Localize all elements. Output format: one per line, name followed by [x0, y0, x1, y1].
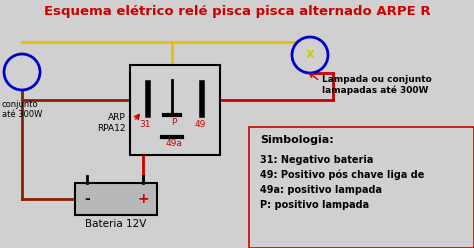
Text: Lampada ou conjunto
lamapadas até 300W: Lampada ou conjunto lamapadas até 300W: [322, 75, 432, 95]
Text: X: X: [306, 50, 314, 60]
Bar: [130, 65, 220, 155]
Text: 49: Positivo pós chave liga de: 49: Positivo pós chave liga de: [260, 170, 424, 181]
Text: Esquema elétrico relé pisca pisca alternado ARPE R: Esquema elétrico relé pisca pisca altern…: [44, 5, 430, 19]
Circle shape: [292, 37, 328, 73]
Text: 31: 31: [139, 120, 151, 129]
Text: P: positivo lampada: P: positivo lampada: [260, 200, 369, 210]
Bar: [249, 127, 474, 248]
Bar: [75, 183, 157, 215]
Text: -: -: [84, 192, 90, 206]
Text: +: +: [137, 192, 149, 206]
Text: conjunto
até 300W: conjunto até 300W: [2, 100, 42, 119]
Text: 49a: 49a: [165, 139, 182, 148]
Circle shape: [4, 54, 40, 90]
Text: Bateria 12V: Bateria 12V: [85, 219, 146, 229]
Text: Simbologia:: Simbologia:: [260, 135, 334, 145]
Text: 49: 49: [194, 120, 206, 129]
Text: 49a: positivo lampada: 49a: positivo lampada: [260, 185, 382, 195]
Text: ARP
RPA12: ARP RPA12: [98, 113, 126, 133]
Text: 31: Negativo bateria: 31: Negativo bateria: [260, 155, 374, 165]
Text: P: P: [171, 118, 177, 127]
